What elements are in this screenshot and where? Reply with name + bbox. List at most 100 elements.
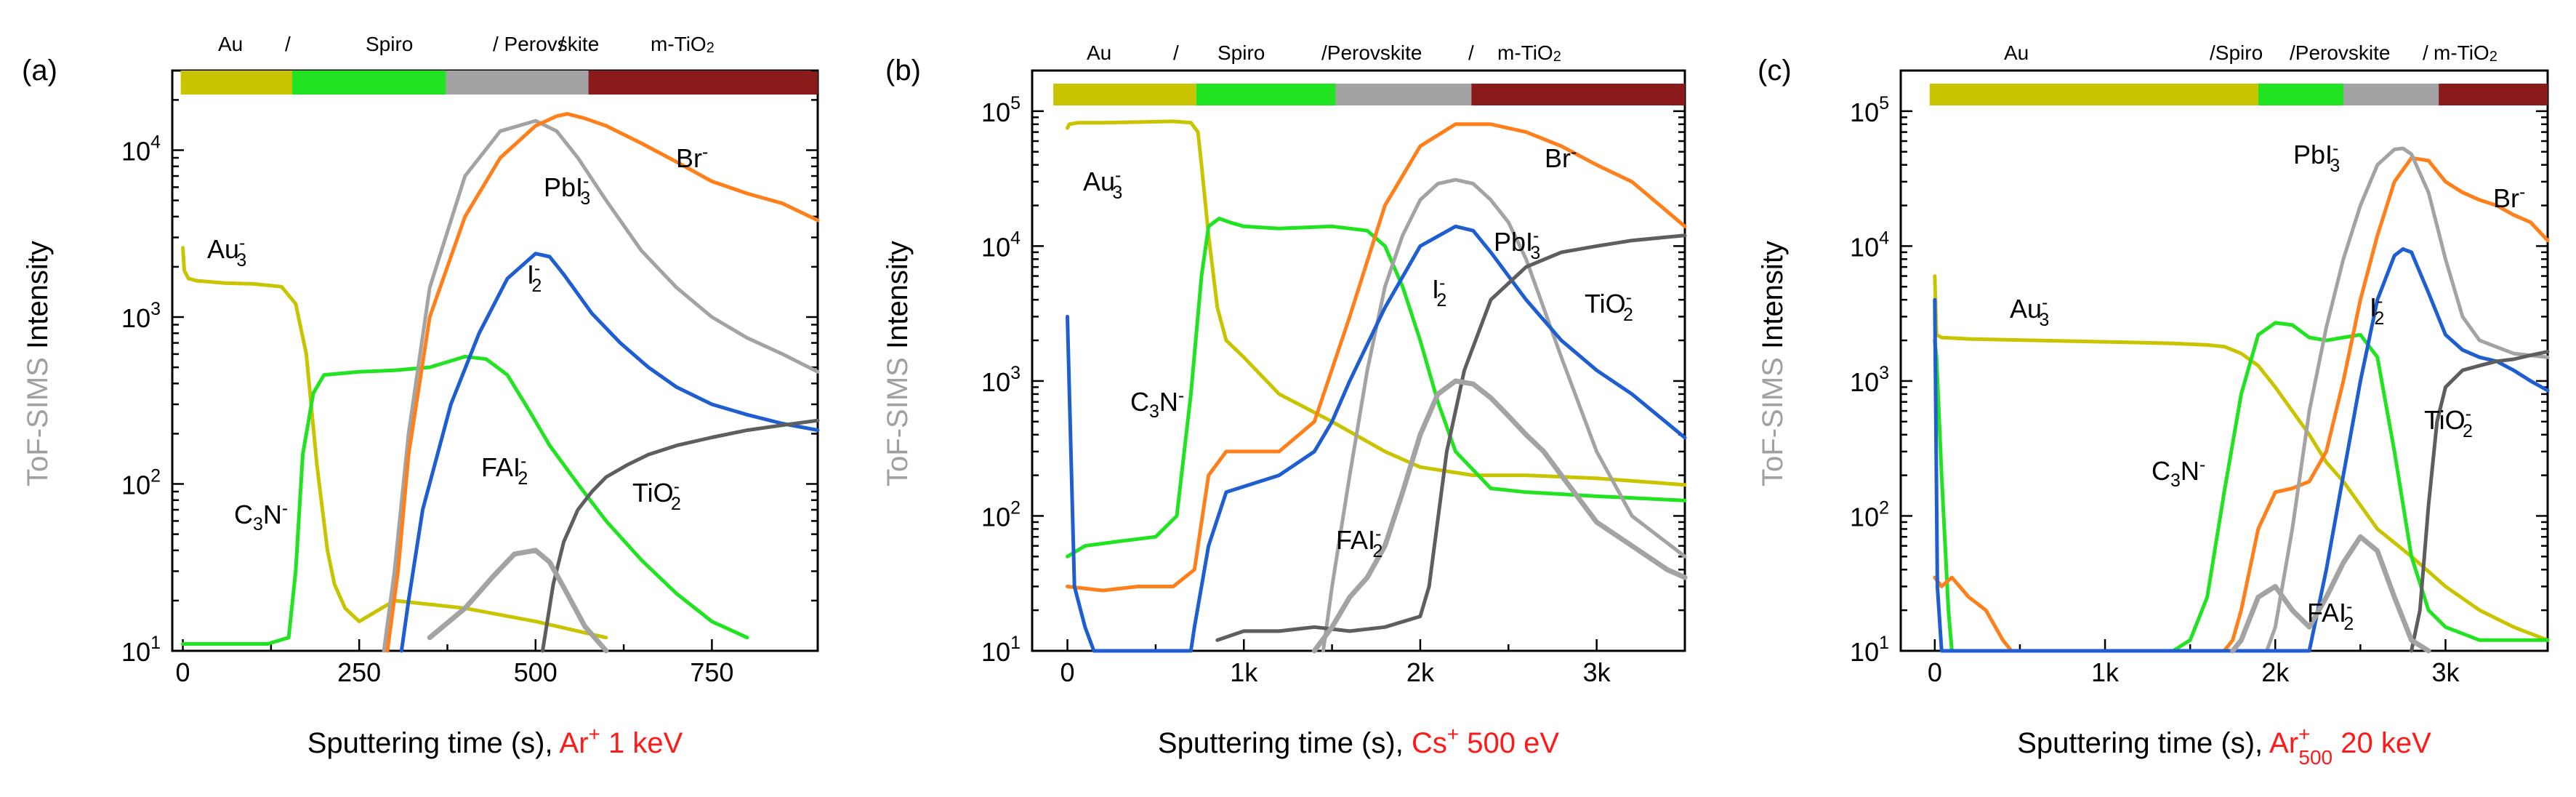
series-label: FAI-2	[1336, 524, 1382, 561]
y-tick-label: 102	[981, 497, 1021, 532]
series-label: Au-3	[207, 233, 246, 271]
panel-label: (c)	[1758, 55, 1792, 87]
layer-label: / Perovskite	[493, 33, 599, 55]
plot-frame	[171, 69, 819, 652]
layer-label: /	[2423, 41, 2428, 64]
layer-bar-au	[1929, 84, 2258, 105]
series-label: PbI-3	[2293, 138, 2340, 176]
series-line-br	[1066, 122, 1687, 593]
series-label: Br-	[2493, 182, 2525, 213]
series-line-au3	[1933, 274, 2550, 642]
series-label: PbI-3	[544, 171, 590, 209]
series-label: I-2	[2370, 291, 2384, 329]
plot-frame	[1031, 69, 1686, 652]
layer-label: /	[1468, 41, 1474, 64]
series-label: TiO-2	[1585, 287, 1633, 325]
y-tick-label: 105	[1850, 93, 1889, 127]
series-line-fai2	[1311, 378, 1688, 654]
series-label: Br-	[676, 142, 708, 173]
y-tick-label: 104	[121, 132, 161, 166]
series-line-fai2	[427, 548, 609, 654]
x-tick-label: 250	[337, 657, 381, 687]
layer-label: /Perovskite	[1321, 41, 1422, 64]
layer-label: Spiro	[1217, 41, 1265, 64]
x-tick-label: 0	[1928, 657, 1942, 687]
series-label: TiO-2	[2424, 404, 2473, 441]
series-line-c3n	[1933, 321, 2550, 653]
x-tick-label: 1k	[1230, 657, 1258, 687]
series-label: C3N-	[2152, 454, 2205, 491]
y-tick-label: 104	[1850, 228, 1889, 262]
y-tick-label: 103	[121, 299, 161, 333]
series-label: FAI-2	[2307, 596, 2354, 634]
series-line-c3n	[1066, 217, 1687, 558]
layer-label: Au	[1087, 41, 1111, 64]
x-tick-label: 2k	[2261, 657, 2290, 687]
x-axis-label: Sputtering time (s), Cs+ 500 eV	[1158, 723, 1559, 759]
x-tick-label: 500	[514, 657, 558, 687]
series-line-pbi3	[1321, 177, 1687, 653]
series-label: FAI-2	[481, 451, 528, 489]
y-tick-label: 104	[981, 228, 1021, 262]
layer-bar-mtio2	[588, 71, 818, 95]
x-tick-label: 0	[1060, 657, 1075, 687]
x-tick-label: 0	[176, 657, 190, 687]
layer-label: m-TiO2	[1497, 41, 1561, 65]
layer-bar-mtio2	[2439, 84, 2548, 105]
series-line-i2	[1066, 224, 1687, 653]
panel-b: Au / Spiro/Perovskite / m-TiO2 101 102 103 104 10…	[882, 41, 1688, 759]
y-axis-label: ToF-SIMS Intensity	[1757, 241, 1789, 486]
x-tick-label: 1k	[2091, 657, 2120, 687]
layer-label: /Spiro	[2210, 41, 2263, 64]
x-tick-label: 3k	[1583, 657, 1611, 687]
series-label: Br-	[1545, 142, 1577, 173]
y-tick-label: 103	[981, 363, 1021, 397]
layer-label: /Perovskite	[2290, 41, 2391, 64]
y-axis-label: ToF-SIMS Intensity	[22, 241, 54, 486]
series-line-au3	[1066, 119, 1687, 487]
layer-label: Au	[2004, 41, 2029, 64]
x-tick-label: 3k	[2431, 657, 2460, 687]
series-line-pbi3	[2265, 146, 2550, 653]
panel-label: (b)	[885, 55, 921, 87]
x-axis-label: Sputtering time (s), Ar+ 500 20 keV	[2017, 723, 2431, 769]
layer-label: Spiro	[366, 33, 413, 55]
y-tick-label: 102	[121, 465, 161, 500]
layer-bar-perovskite	[1335, 84, 1472, 105]
y-tick-label: 101	[981, 633, 1021, 667]
y-axis-label: ToF-SIMS Intensity	[882, 241, 914, 486]
panel-a: Au / Spiro / Perovskite/m-TiO21011021031040…	[22, 33, 820, 759]
layer-bar-au	[1053, 84, 1196, 105]
series-label: Au-3	[1083, 165, 1122, 203]
layer-bar-au	[180, 71, 292, 95]
x-axis-label: Sputtering time (s), Ar+ 1 keV	[307, 723, 683, 759]
y-tick-label: 103	[1850, 363, 1889, 397]
series-label: PbI-3	[1494, 225, 1540, 263]
layer-label: /	[1173, 41, 1179, 64]
series-label: I-2	[1432, 273, 1446, 311]
layer-bar-perovskite	[446, 71, 589, 95]
x-tick-label: 2k	[1406, 657, 1435, 687]
layer-bar-spiro	[1196, 84, 1336, 105]
series-label: Au-3	[2010, 292, 2049, 330]
layer-label: m-TiO2	[651, 33, 715, 56]
series-label: I-2	[527, 258, 542, 296]
series-line-br	[1933, 156, 2550, 653]
layer-bar-spiro	[291, 71, 446, 95]
y-tick-label: 101	[121, 633, 161, 667]
series-label: C3N-	[1130, 385, 1184, 422]
series-label: TiO-2	[632, 476, 681, 514]
y-tick-label: 105	[981, 93, 1021, 127]
series-label: C3N-	[234, 498, 288, 534]
layer-label: Au	[218, 33, 243, 55]
layer-label: /	[559, 33, 565, 55]
layer-bar-mtio2	[1471, 84, 1685, 105]
series-line-pbi3	[382, 119, 820, 653]
x-tick-label: 750	[690, 657, 733, 687]
y-tick-label: 101	[1850, 633, 1889, 667]
series-line-c3n	[181, 354, 749, 646]
layer-bar-spiro	[2258, 84, 2343, 105]
layer-label: /	[285, 33, 291, 55]
series-line-tio2	[1215, 233, 1687, 642]
